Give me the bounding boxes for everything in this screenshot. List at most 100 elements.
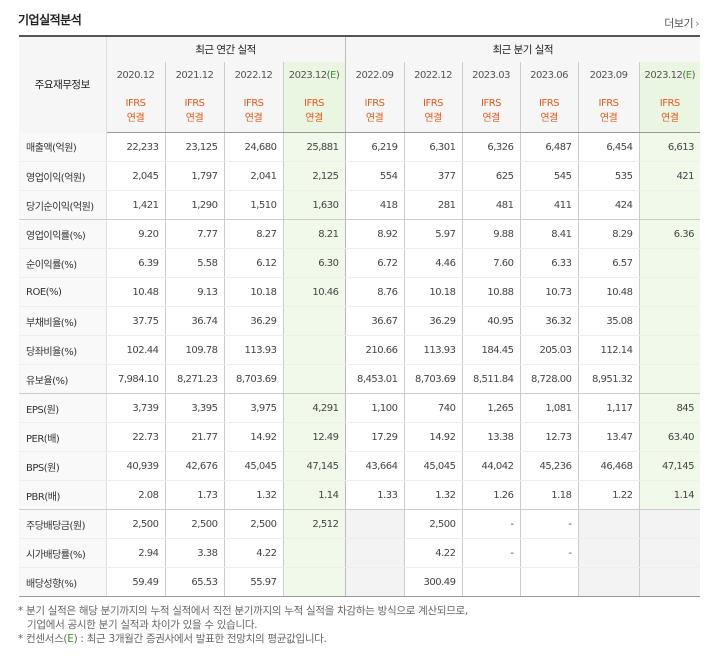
table-cell: 2.94 — [106, 538, 165, 568]
table-cell: 2,045 — [106, 161, 165, 191]
row-label: 시가배당률(%) — [19, 538, 107, 568]
period-header: 2023.12(E) — [638, 62, 701, 89]
table-cell: 6,219 — [344, 132, 405, 162]
table-cell: 377 — [403, 161, 463, 191]
table-cell: 37.75 — [106, 306, 165, 336]
table-cell: 36.32 — [519, 306, 579, 336]
accounting-standard-header: IFRS 연결 — [461, 89, 521, 133]
table-cell — [638, 538, 701, 568]
table-cell: 6.30 — [282, 248, 346, 278]
table-cell: 36.29 — [223, 306, 283, 336]
accounting-standard-header: IFRS 연결 — [164, 89, 224, 133]
table-cell: 1,290 — [164, 190, 224, 220]
table-cell: 1.22 — [577, 480, 640, 510]
row-label: ROE(%) — [19, 277, 107, 307]
table-cell: 6,301 — [403, 132, 463, 162]
table-cell: 545 — [519, 161, 579, 191]
table-cell: 210.66 — [344, 335, 405, 365]
footnotes: * 분기 실적은 해당 분기까지의 누적 실적에서 직전 분기까지의 누적 실적… — [18, 604, 468, 646]
table-cell — [638, 567, 701, 597]
table-row: PBR(배) 2.08 1.73 1.32 1.14 1.33 1.32 1.26 1.18 1.… — [19, 480, 701, 510]
row-label: 부채비율(%) — [19, 306, 107, 336]
table-cell: 5.58 — [164, 248, 224, 278]
table-cell: 47,145 — [282, 451, 346, 481]
table-cell — [282, 364, 346, 394]
table-row: 순이익률(%) 6.39 5.58 6.12 6.30 6.72 4.46 7.60 6.33 6… — [19, 248, 701, 278]
table-cell: 418 — [344, 190, 405, 220]
table-cell: 1.32 — [223, 480, 283, 510]
table-cell: 112.14 — [577, 335, 640, 365]
row-label: 영업이익률(%) — [19, 219, 107, 249]
table-cell: 1.18 — [519, 480, 579, 510]
table-cell: 36.29 — [403, 306, 463, 336]
table-cell: 6,613 — [638, 132, 701, 162]
table-cell: 47,145 — [638, 451, 701, 481]
table-cell: 63.40 — [638, 422, 701, 452]
table-cell: 10.48 — [106, 277, 165, 307]
table-cell: 24,680 — [223, 132, 283, 162]
table-cell: 1,797 — [164, 161, 224, 191]
table-cell: 6,454 — [577, 132, 640, 162]
row-label: BPS(원) — [19, 451, 107, 481]
table-cell: 740 — [403, 393, 463, 423]
accounting-standard-header: IFRS 연결 — [106, 89, 165, 133]
table-cell: 23,125 — [164, 132, 224, 162]
table-cell: 3,739 — [106, 393, 165, 423]
table-cell — [344, 538, 405, 568]
table-cell: 845 — [638, 393, 701, 423]
table-cell: 45,045 — [223, 451, 283, 481]
table-cell — [282, 306, 346, 336]
table-cell: 40.95 — [461, 306, 521, 336]
table-cell: 44,042 — [461, 451, 521, 481]
table-row: 매출액(억원) 22,233 23,125 24,680 25,881 6,219 6,30… — [19, 132, 701, 162]
table-cell: 1,081 — [519, 393, 579, 423]
table-cell: 1.33 — [344, 480, 405, 510]
table-cell: 8,703.69 — [223, 364, 283, 394]
period-header: 2023.12(E) — [282, 62, 346, 89]
table-cell — [577, 567, 640, 597]
table-cell — [638, 190, 701, 220]
table-cell: 4.46 — [403, 248, 463, 278]
table-cell: 1,421 — [106, 190, 165, 220]
table-cell — [282, 567, 346, 597]
table-cell: 65.53 — [164, 567, 224, 597]
table-cell: 8.92 — [344, 219, 405, 249]
table-cell: 17.29 — [344, 422, 405, 452]
table-cell: 1.26 — [461, 480, 521, 510]
table-cell: 2,041 — [223, 161, 283, 191]
table-cell: 1,100 — [344, 393, 405, 423]
table-cell — [638, 335, 701, 365]
table-cell: 1.14 — [282, 480, 346, 510]
table-cell: 2,500 — [403, 509, 463, 539]
table-cell: 59.49 — [106, 567, 165, 597]
table-row: 영업이익률(%) 9.20 7.77 8.27 8.21 8.92 5.97 9.88 8.41… — [19, 219, 701, 249]
table-cell: 45,045 — [403, 451, 463, 481]
table-row: 당기순이익(억원) 1,421 1,290 1,510 1,630 418 281 481 41… — [19, 190, 701, 220]
table-row: 주당배당금(원) 2,500 2,500 2,500 2,512 2,500- - — [19, 509, 701, 539]
table-cell: 205.03 — [519, 335, 579, 365]
quarterly-group-header: 최근 분기 실적 — [345, 35, 701, 62]
table-cell: 42,676 — [164, 451, 224, 481]
more-link[interactable]: 더보기 › — [664, 15, 699, 31]
table-cell: 7.60 — [461, 248, 521, 278]
table-cell: 6.12 — [223, 248, 283, 278]
table-cell: 7.77 — [164, 219, 224, 249]
table-cell: 10.46 — [282, 277, 346, 307]
table-cell: 22.73 — [106, 422, 165, 452]
row-label: 당좌비율(%) — [19, 335, 107, 365]
row-label: 매출액(억원) — [19, 132, 107, 162]
table-cell: 10.73 — [519, 277, 579, 307]
table-cell: 10.88 — [461, 277, 521, 307]
table-cell: 1.73 — [164, 480, 224, 510]
table-cell: 2,125 — [282, 161, 346, 191]
period-header: 2021.12 — [164, 62, 224, 89]
table-cell: 2,500 — [164, 509, 224, 539]
table-cell: 13.47 — [577, 422, 640, 452]
table-cell — [344, 509, 405, 539]
table-cell — [638, 306, 701, 336]
table-cell — [638, 364, 701, 394]
table-cell: 184.45 — [461, 335, 521, 365]
table-cell: 1,265 — [461, 393, 521, 423]
table-cell: 8.29 — [577, 219, 640, 249]
table-cell: 4.22 — [223, 538, 283, 568]
